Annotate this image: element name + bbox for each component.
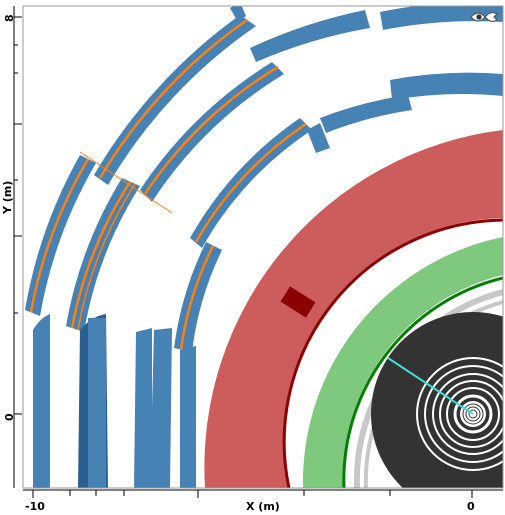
x-axis [23, 489, 503, 498]
muon-hit-strip [143, 65, 279, 195]
muon-chamber [250, 10, 370, 62]
hcal-energy-deposit [280, 286, 316, 318]
muon-hit-strip [29, 158, 90, 313]
y-tick-label: 0 [3, 413, 16, 421]
y-tick-label: 8 [3, 14, 16, 22]
muon-hit-strip [194, 122, 307, 243]
muon-chamber [190, 118, 312, 248]
muon-chamber [307, 123, 330, 153]
muon-chamber [320, 95, 412, 133]
eye-fish-logo-icon[interactable] [470, 7, 500, 27]
muon-chamber [134, 328, 152, 488]
tracker-volume [371, 312, 503, 488]
muon-hit-strip [70, 181, 132, 329]
y-axis-title: Y (m) [1, 180, 14, 214]
muon-chamber [25, 155, 96, 316]
muon-hit-strip [77, 183, 136, 331]
x-tick-label: 0 [467, 500, 475, 513]
x-tick-label: -10 [25, 500, 45, 513]
x-axis-title: X (m) [246, 500, 280, 513]
muon-hit-strip [98, 18, 248, 179]
muon-chamber [180, 346, 196, 488]
muon-chamber [380, 6, 503, 30]
muon-chamber [140, 62, 284, 202]
muon-chamber [33, 314, 50, 488]
muon-trajectory [79, 151, 173, 214]
muon-chamber [94, 15, 256, 185]
muon-chambers [25, 6, 503, 488]
muon-chamber [88, 318, 106, 488]
plot-border [22, 5, 504, 489]
ecal-inner-edge [342, 276, 503, 488]
hcal-barrel [204, 130, 503, 488]
tracker-layers [416, 357, 503, 471]
y-axis [13, 6, 22, 488]
muon-chamber [390, 72, 503, 100]
muon-chamber [150, 328, 172, 488]
muon-hit-strip [179, 245, 215, 351]
hcal-inner-edge [282, 218, 503, 488]
charged-track [387, 357, 474, 415]
ecal-barrel [302, 237, 503, 488]
pixel-layers [462, 403, 484, 425]
muon-chamber [66, 178, 140, 332]
